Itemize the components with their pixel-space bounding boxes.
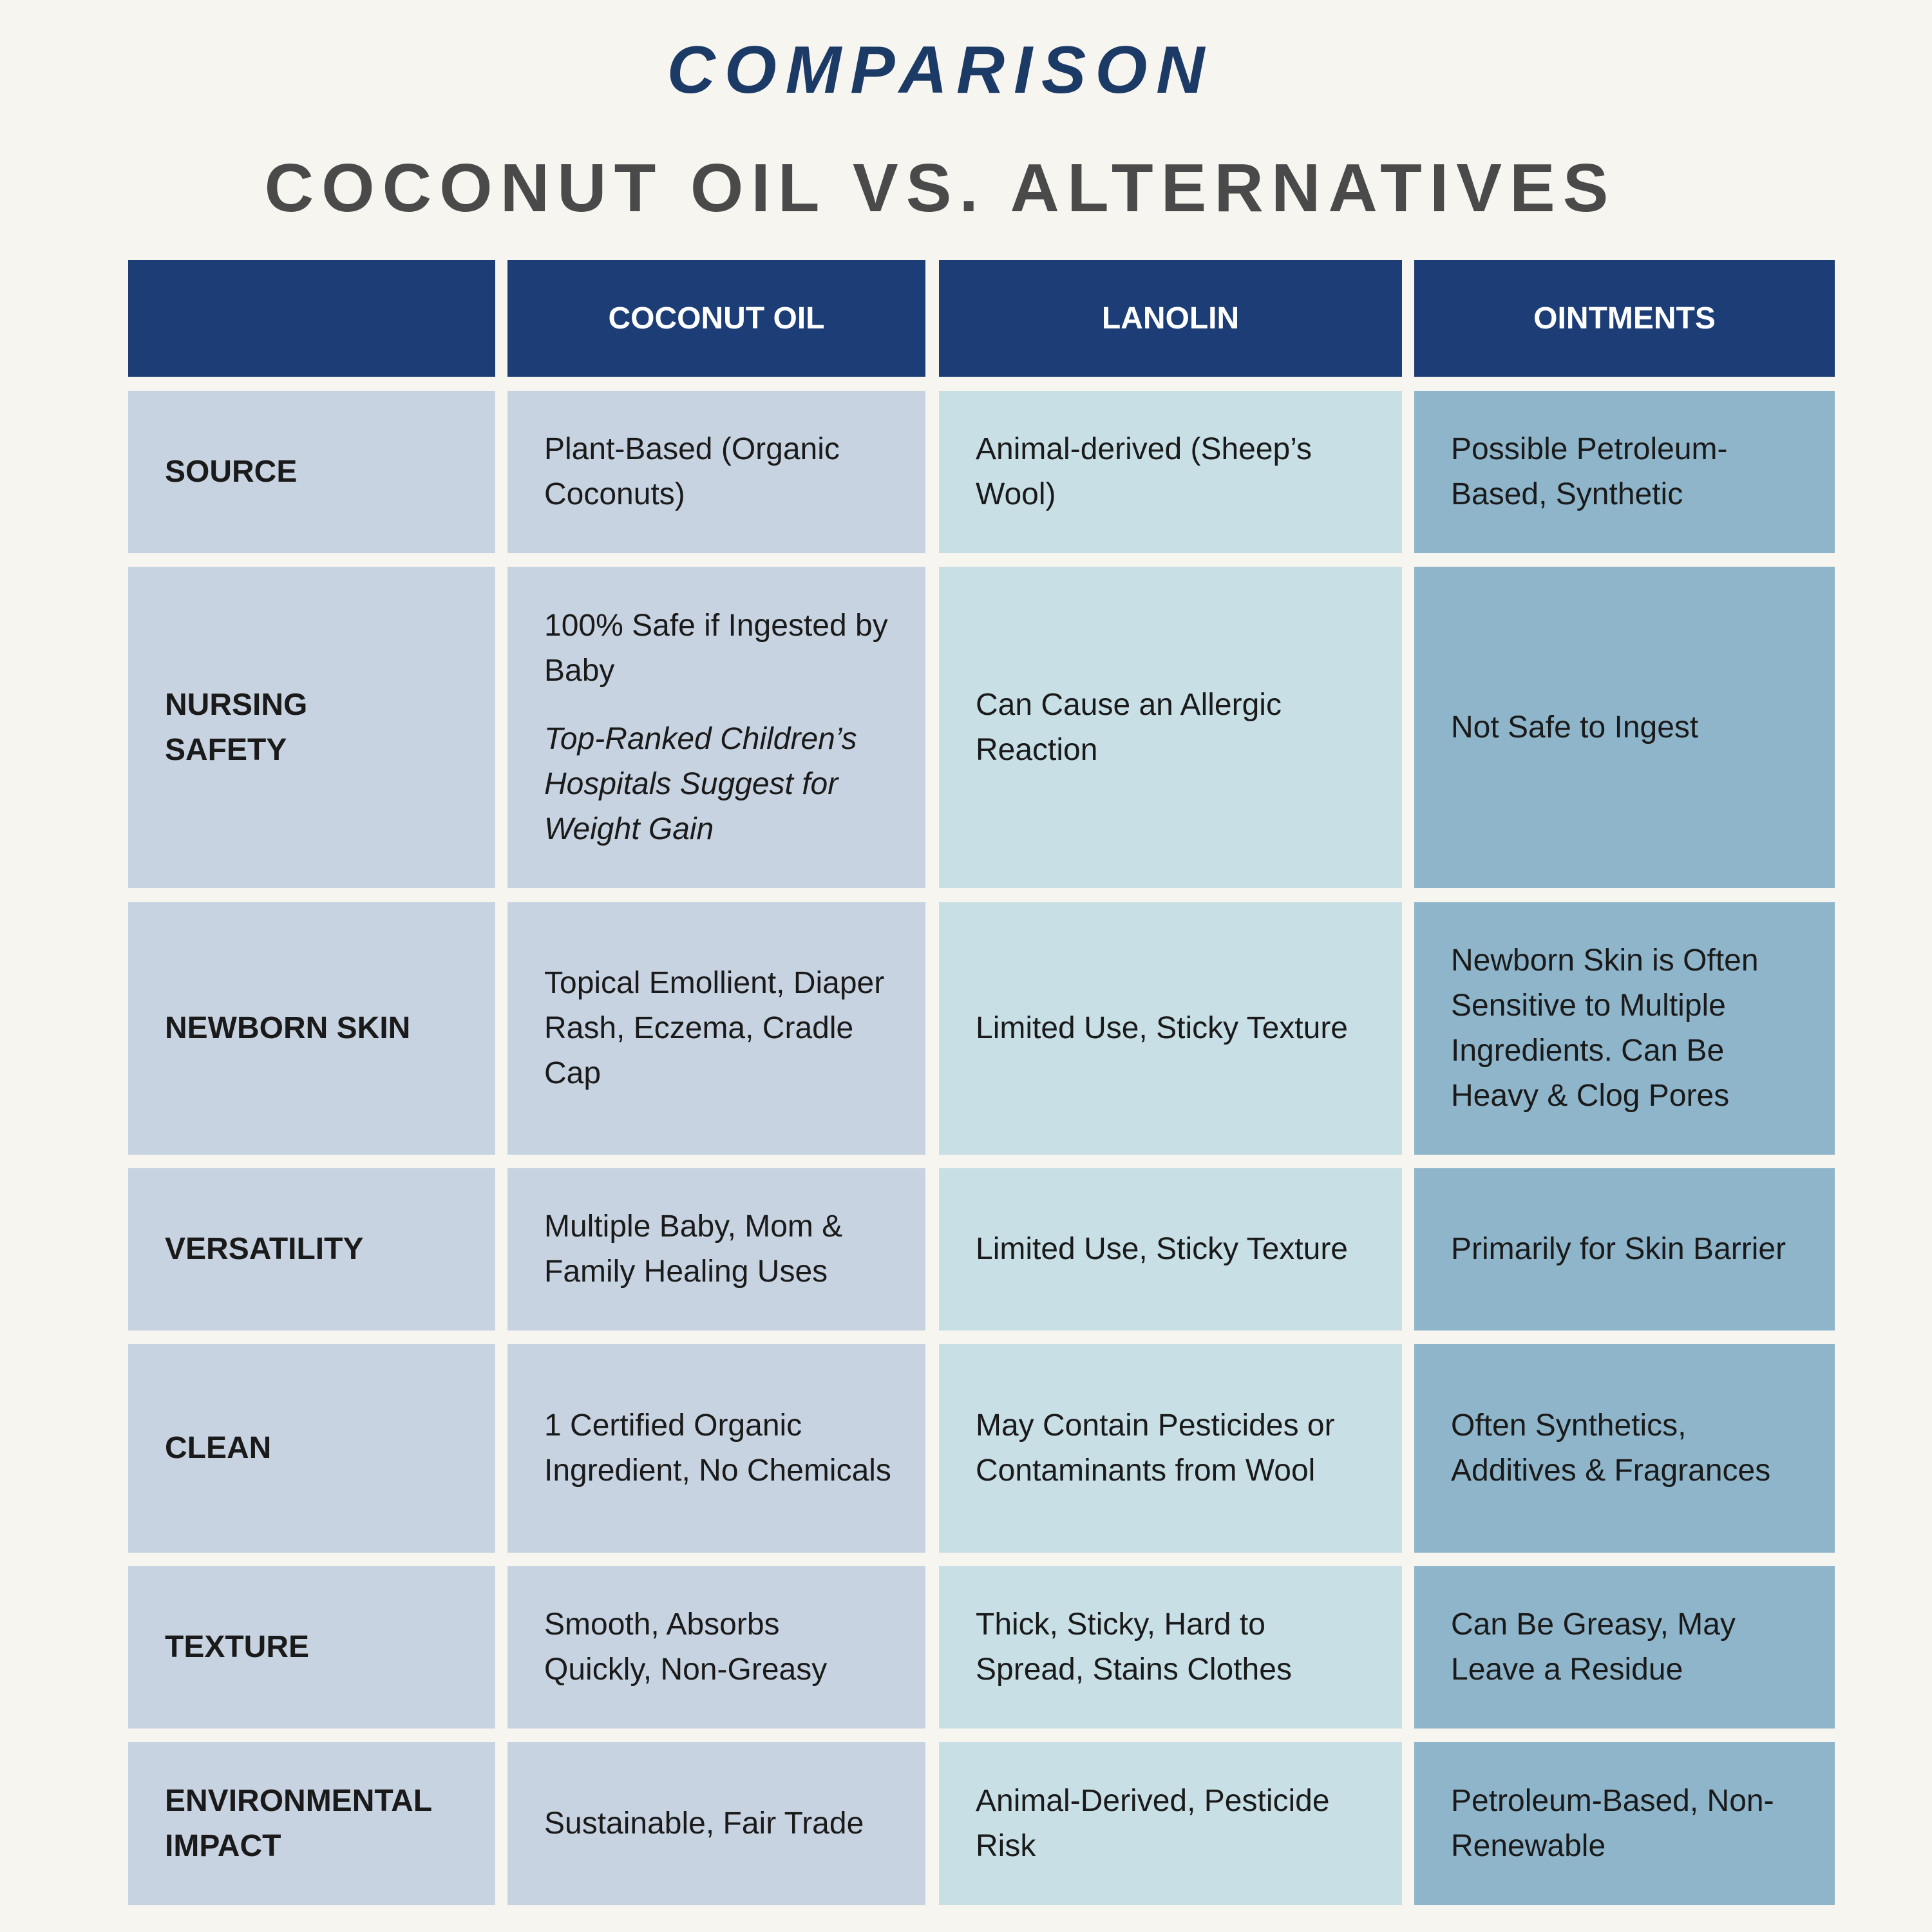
- cell: Animal-derived (Sheep’s Wool): [939, 391, 1402, 553]
- header-cell: LANOLIN: [939, 260, 1402, 377]
- row-label: NEWBORN SKIN: [128, 902, 495, 1155]
- cell: Can Cause an Allergic Reaction: [939, 567, 1402, 888]
- cell: Multiple Baby, Mom & Family Healing Uses: [507, 1168, 925, 1331]
- header-cell: OINTMENTS: [1414, 260, 1835, 377]
- cell: Primarily for Skin Barrier: [1414, 1168, 1835, 1331]
- cell: Limited Use, Sticky Texture: [939, 902, 1402, 1155]
- cell: Smooth, Absorbs Quickly, Non-Greasy: [507, 1566, 925, 1728]
- cell: Petroleum-Based, Non-Renewable: [1414, 1742, 1835, 1905]
- cell-text: 100% Safe if Ingested by Baby: [544, 608, 888, 688]
- row-label: NURSING SAFETY: [128, 567, 495, 888]
- row-label: CLEAN: [128, 1344, 495, 1553]
- header-cell: COCONUT OIL: [507, 260, 925, 377]
- cell: May Contain Pesticides or Contaminants f…: [939, 1344, 1402, 1553]
- cell: Possible Petroleum-Based, Synthetic: [1414, 391, 1835, 553]
- title: COMPARISON: [667, 33, 1214, 108]
- row-label: SOURCE: [128, 391, 495, 553]
- cell: Can Be Greasy, May Leave a Residue: [1414, 1566, 1835, 1728]
- cell: Newborn Skin is Often Sensitive to Multi…: [1414, 902, 1835, 1155]
- subtitle: COCONUT OIL VS. ALTERNATIVES: [264, 150, 1616, 226]
- row-label: VERSATILITY: [128, 1168, 495, 1331]
- cell: 1 Certified Organic Ingredient, No Chemi…: [507, 1344, 925, 1553]
- cell: 100% Safe if Ingested by Baby Top-Ranked …: [507, 567, 925, 888]
- cell: Animal-Derived, Pesticide Risk: [939, 1742, 1402, 1905]
- cell: Thick, Sticky, Hard to Spread, Stains Cl…: [939, 1566, 1402, 1728]
- cell: Not Safe to Ingest: [1414, 567, 1835, 888]
- cell: Sustainable, Fair Trade: [507, 1742, 925, 1905]
- cell-note: Top-Ranked Children’s Hospitals Suggest …: [544, 721, 857, 846]
- header-cell: [128, 260, 495, 377]
- cell: Often Synthetics, Additives & Fragrances: [1414, 1344, 1835, 1553]
- cell: Plant-Based (Organic Coconuts): [507, 391, 925, 553]
- row-label: ENVIRONMENTAL IMPACT: [128, 1742, 495, 1905]
- cell: Limited Use, Sticky Texture: [939, 1168, 1402, 1331]
- cell: Topical Emollient, Diaper Rash, Eczema, …: [507, 902, 925, 1155]
- row-label: TEXTURE: [128, 1566, 495, 1728]
